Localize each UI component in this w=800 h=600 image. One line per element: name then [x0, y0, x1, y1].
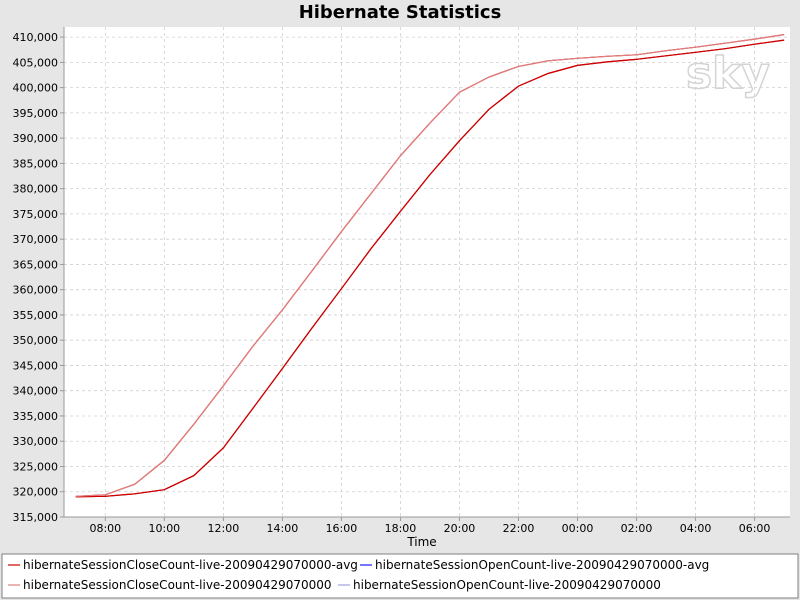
x-tick-label: 08:00 — [89, 522, 121, 535]
y-tick-label: 320,000 — [13, 486, 59, 499]
y-tick-label: 365,000 — [13, 258, 59, 271]
x-tick-label: 00:00 — [562, 522, 594, 535]
x-tick-label: 02:00 — [621, 522, 653, 535]
y-tick-label: 395,000 — [13, 107, 59, 120]
y-tick-label: 390,000 — [13, 132, 59, 145]
y-tick-label: 375,000 — [13, 208, 59, 221]
legend — [1, 553, 799, 599]
legend-label-2: hibernateSessionOpenCount-live-200904290… — [375, 558, 709, 572]
legend-label-1: hibernateSessionCloseCount-live-20090429… — [23, 558, 358, 572]
x-axis-title: Time — [406, 535, 436, 549]
x-tick-label: 12:00 — [208, 522, 240, 535]
series-line-4 — [75, 39, 785, 498]
y-axis-ticks: 315,000 320,000 325,000 330,000 335,000 340,0… — [13, 31, 64, 524]
y-tick-label: 370,000 — [13, 233, 59, 246]
plot-area — [64, 27, 790, 517]
y-tick-label: 350,000 — [13, 334, 59, 347]
x-tick-label: 18:00 — [385, 522, 417, 535]
watermark-logo: sky — [686, 48, 770, 99]
x-tick-label: 10:00 — [148, 522, 180, 535]
y-tick-label: 400,000 — [13, 82, 59, 95]
y-tick-label: 385,000 — [13, 157, 59, 170]
legend-label-3: hibernateSessionCloseCount-live-20090429… — [23, 578, 332, 592]
y-tick-label: 410,000 — [13, 31, 59, 44]
x-axis-ticks: 08:00 10:00 12:00 14:00 16:00 18:00 20:00 22:00… — [89, 517, 770, 535]
x-tick-label: 04:00 — [680, 522, 712, 535]
y-tick-label: 380,000 — [13, 183, 59, 196]
series-line-3 — [75, 34, 785, 497]
x-tick-label: 20:00 — [444, 522, 476, 535]
y-tick-label: 315,000 — [13, 511, 59, 524]
y-tick-label: 405,000 — [13, 56, 59, 69]
x-tick-label: 16:00 — [326, 522, 358, 535]
legend-label-4: hibernateSessionOpenCount-live-200904290… — [353, 578, 661, 592]
legend-items: hibernateSessionCloseCount-live-20090429… — [8, 558, 709, 592]
y-tick-label: 360,000 — [13, 284, 59, 297]
series-layer — [75, 34, 785, 498]
x-tick-label: 06:00 — [739, 522, 771, 535]
x-tick-label: 14:00 — [267, 522, 299, 535]
y-tick-label: 330,000 — [13, 435, 59, 448]
grid — [64, 27, 790, 518]
y-tick-label: 340,000 — [13, 385, 59, 398]
y-tick-label: 355,000 — [13, 309, 59, 322]
chart-title: Hibernate Statistics — [299, 2, 502, 23]
y-tick-label: 345,000 — [13, 359, 59, 372]
x-tick-label: 22:00 — [503, 522, 535, 535]
y-tick-label: 325,000 — [13, 460, 59, 473]
y-tick-label: 335,000 — [13, 410, 59, 423]
